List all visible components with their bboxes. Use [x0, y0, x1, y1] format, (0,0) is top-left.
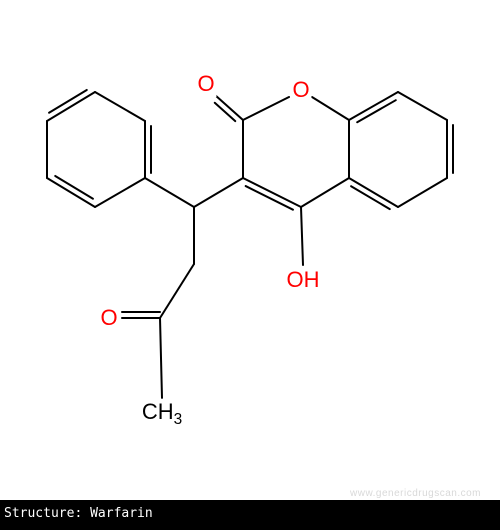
- bond-diagram: [0, 0, 500, 500]
- watermark-text: www.genericdrugscan.com: [350, 488, 481, 499]
- caption-prefix: Structure:: [4, 506, 90, 521]
- caption-bar: Structure: Warfarin: [0, 500, 500, 530]
- atom-O_lactone_carbonyl: O: [195, 71, 216, 97]
- structure-canvas: O O OH O CH3 www.genericdrugscan.com: [0, 0, 500, 500]
- atom-O_ketone: O: [98, 305, 119, 331]
- atom-CH3: CH3: [140, 399, 184, 429]
- atom-O_ring: O: [290, 77, 311, 103]
- compound-name: Warfarin: [90, 506, 153, 521]
- atom-O_hydroxyl: OH: [285, 267, 322, 293]
